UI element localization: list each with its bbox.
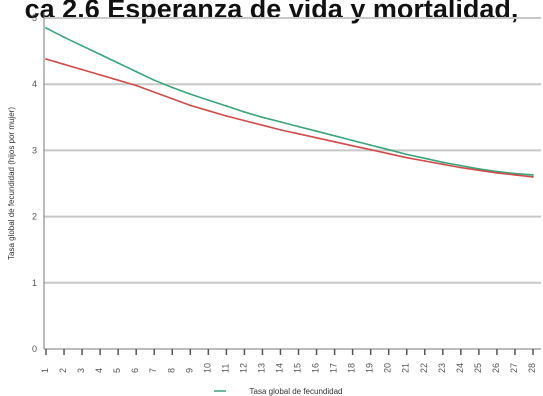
x-tick-label: 17 <box>329 363 339 373</box>
data-point <box>297 125 300 128</box>
x-tick-label: 18 <box>347 363 357 373</box>
data-point <box>387 152 390 155</box>
x-tick-label: 23 <box>437 363 447 373</box>
x-tick-label: 6 <box>130 368 140 373</box>
data-point <box>261 124 264 127</box>
data-point <box>135 84 138 87</box>
data-point <box>532 173 534 176</box>
data-point <box>207 99 210 101</box>
data-point <box>225 105 228 107</box>
series-line-2 <box>45 58 534 178</box>
data-point <box>189 104 192 107</box>
data-point <box>333 140 336 143</box>
x-tick-label: 4 <box>94 368 104 373</box>
data-point <box>477 169 480 172</box>
data-point <box>351 139 354 142</box>
data-point <box>459 166 462 169</box>
data-point <box>45 27 47 29</box>
data-point <box>81 44 83 47</box>
data-point <box>243 119 246 122</box>
x-tick-label: 12 <box>238 363 248 373</box>
data-point <box>45 58 47 60</box>
x-tick-label: 1 <box>40 368 50 373</box>
data-point <box>333 134 336 137</box>
x-tick-label: 14 <box>274 363 284 373</box>
x-tick-label: 27 <box>509 363 519 373</box>
data-point <box>153 91 156 94</box>
data-point <box>207 109 210 112</box>
x-tick-label: 10 <box>202 363 212 373</box>
data-point <box>459 164 462 167</box>
x-tick-label: 22 <box>419 363 429 373</box>
data-point <box>514 173 516 176</box>
data-point <box>423 157 426 160</box>
x-tick-label: 24 <box>455 363 465 373</box>
data-point <box>532 175 534 178</box>
y-tick-label: 0 <box>32 344 37 354</box>
data-point <box>315 130 318 133</box>
x-tick-label: 9 <box>184 368 194 373</box>
x-tick-label: 20 <box>383 363 393 373</box>
x-tick-label: 28 <box>527 363 537 373</box>
chart-title: ca 2.6 Esperanza de vida y mortalidad, <box>24 0 519 24</box>
y-tick-label: 1 <box>32 278 37 288</box>
data-point <box>99 53 102 56</box>
x-tick-label: 25 <box>473 363 483 373</box>
x-tick-label: 16 <box>311 363 321 373</box>
x-axis-label: Tasa global de fecundidad <box>250 387 343 396</box>
data-point <box>117 62 120 64</box>
data-point <box>369 144 372 147</box>
y-tick-label: 2 <box>32 212 37 222</box>
data-point <box>171 86 174 89</box>
x-tick-label: 26 <box>491 363 501 373</box>
x-tick-label: 21 <box>401 363 411 373</box>
data-point <box>261 116 264 119</box>
data-point <box>423 160 426 162</box>
x-tick-label: 13 <box>256 363 266 373</box>
data-point <box>441 163 444 166</box>
x-tick-label: 8 <box>166 368 176 373</box>
data-point <box>225 115 228 117</box>
data-point <box>243 111 246 113</box>
data-point <box>405 153 408 156</box>
data-point <box>63 63 65 66</box>
data-point <box>135 70 138 73</box>
data-point <box>405 156 408 159</box>
data-point <box>99 74 102 76</box>
data-point <box>514 172 516 175</box>
y-tick-label: 5 <box>32 13 37 23</box>
data-point <box>387 148 390 151</box>
data-point <box>279 128 282 131</box>
x-tick-label: 5 <box>112 368 122 373</box>
data-point <box>297 132 300 135</box>
y-tick-label: 4 <box>32 79 37 89</box>
data-point <box>315 136 318 139</box>
x-tick-label: 2 <box>58 368 68 373</box>
y-tick-label: 3 <box>32 145 37 155</box>
x-tick-label: 11 <box>220 364 230 373</box>
data-point <box>441 161 444 164</box>
x-tick-label: 19 <box>365 363 375 373</box>
x-tick-label: 3 <box>76 368 86 373</box>
data-point <box>171 97 174 100</box>
data-point <box>369 148 372 151</box>
series-line-1 <box>45 27 534 176</box>
data-point <box>279 121 282 123</box>
x-tick-label: 7 <box>148 368 158 373</box>
data-point <box>477 168 480 170</box>
data-point <box>117 79 120 82</box>
data-point <box>81 68 83 71</box>
x-tick-label: 15 <box>293 363 303 373</box>
data-point <box>351 144 354 147</box>
data-point <box>189 93 192 96</box>
y-axis-label: Tasa global de fecundidad (hijos por muj… <box>7 107 16 260</box>
data-point <box>153 79 156 82</box>
data-point <box>63 36 65 39</box>
data-point <box>496 172 498 174</box>
